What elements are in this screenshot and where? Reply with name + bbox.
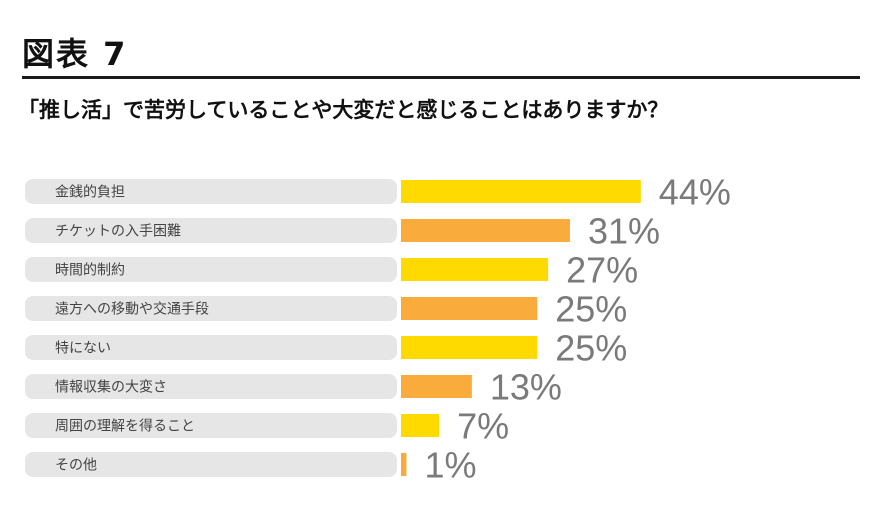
category-label: 特にない — [55, 341, 111, 357]
bar — [401, 219, 570, 242]
bar — [401, 414, 440, 437]
figure-label: 図表 7 — [22, 35, 128, 73]
category-label-background — [25, 335, 397, 360]
bar-row: 周囲の理解を得ること 7% — [25, 406, 509, 447]
value-label: 31% — [588, 211, 660, 252]
category-label: 情報収集の大変さ — [55, 379, 167, 396]
value-label: 7% — [457, 406, 509, 447]
bar — [401, 336, 538, 359]
bar — [401, 180, 641, 203]
category-label: 遠方への移動や交通手段 — [55, 301, 209, 318]
value-label: 25% — [555, 289, 627, 330]
bar-row: チケットの入手困難 31% — [25, 211, 660, 252]
category-label: チケットの入手困難 — [55, 224, 181, 240]
value-label: 13% — [490, 367, 562, 408]
category-label-background — [25, 257, 397, 282]
bar — [401, 258, 549, 281]
value-label: 44% — [659, 172, 731, 213]
bar-row: 金銭的負担 44% — [25, 172, 731, 213]
bar-row: その他 1% — [25, 445, 476, 486]
bar — [401, 453, 407, 476]
bar-row: 情報収集の大変さ 13% — [25, 367, 562, 408]
bar-row: 遠方への移動や交通手段 25% — [25, 289, 627, 330]
bar — [401, 375, 472, 398]
category-label-background — [25, 452, 397, 477]
value-label: 27% — [566, 250, 638, 291]
chart-title: 「推し活」で苦労していることや大変だと感じることはありますか？ — [18, 98, 669, 122]
category-label-background — [25, 296, 397, 321]
bar-row: 特にない 25% — [25, 328, 627, 369]
value-label: 25% — [555, 328, 627, 369]
category-label-background — [25, 179, 397, 204]
category-label: 時間的制約 — [55, 263, 125, 279]
title-rule — [22, 76, 860, 79]
category-label-background — [25, 374, 397, 399]
category-label-background — [25, 413, 397, 438]
category-label: その他 — [55, 458, 97, 474]
value-label: 1% — [424, 445, 476, 486]
category-label-background — [25, 218, 397, 243]
category-label: 金銭的負担 — [55, 185, 125, 201]
bar — [401, 297, 538, 320]
bar-row: 時間的制約 27% — [25, 250, 638, 291]
category-label: 周囲の理解を得ること — [55, 418, 195, 435]
